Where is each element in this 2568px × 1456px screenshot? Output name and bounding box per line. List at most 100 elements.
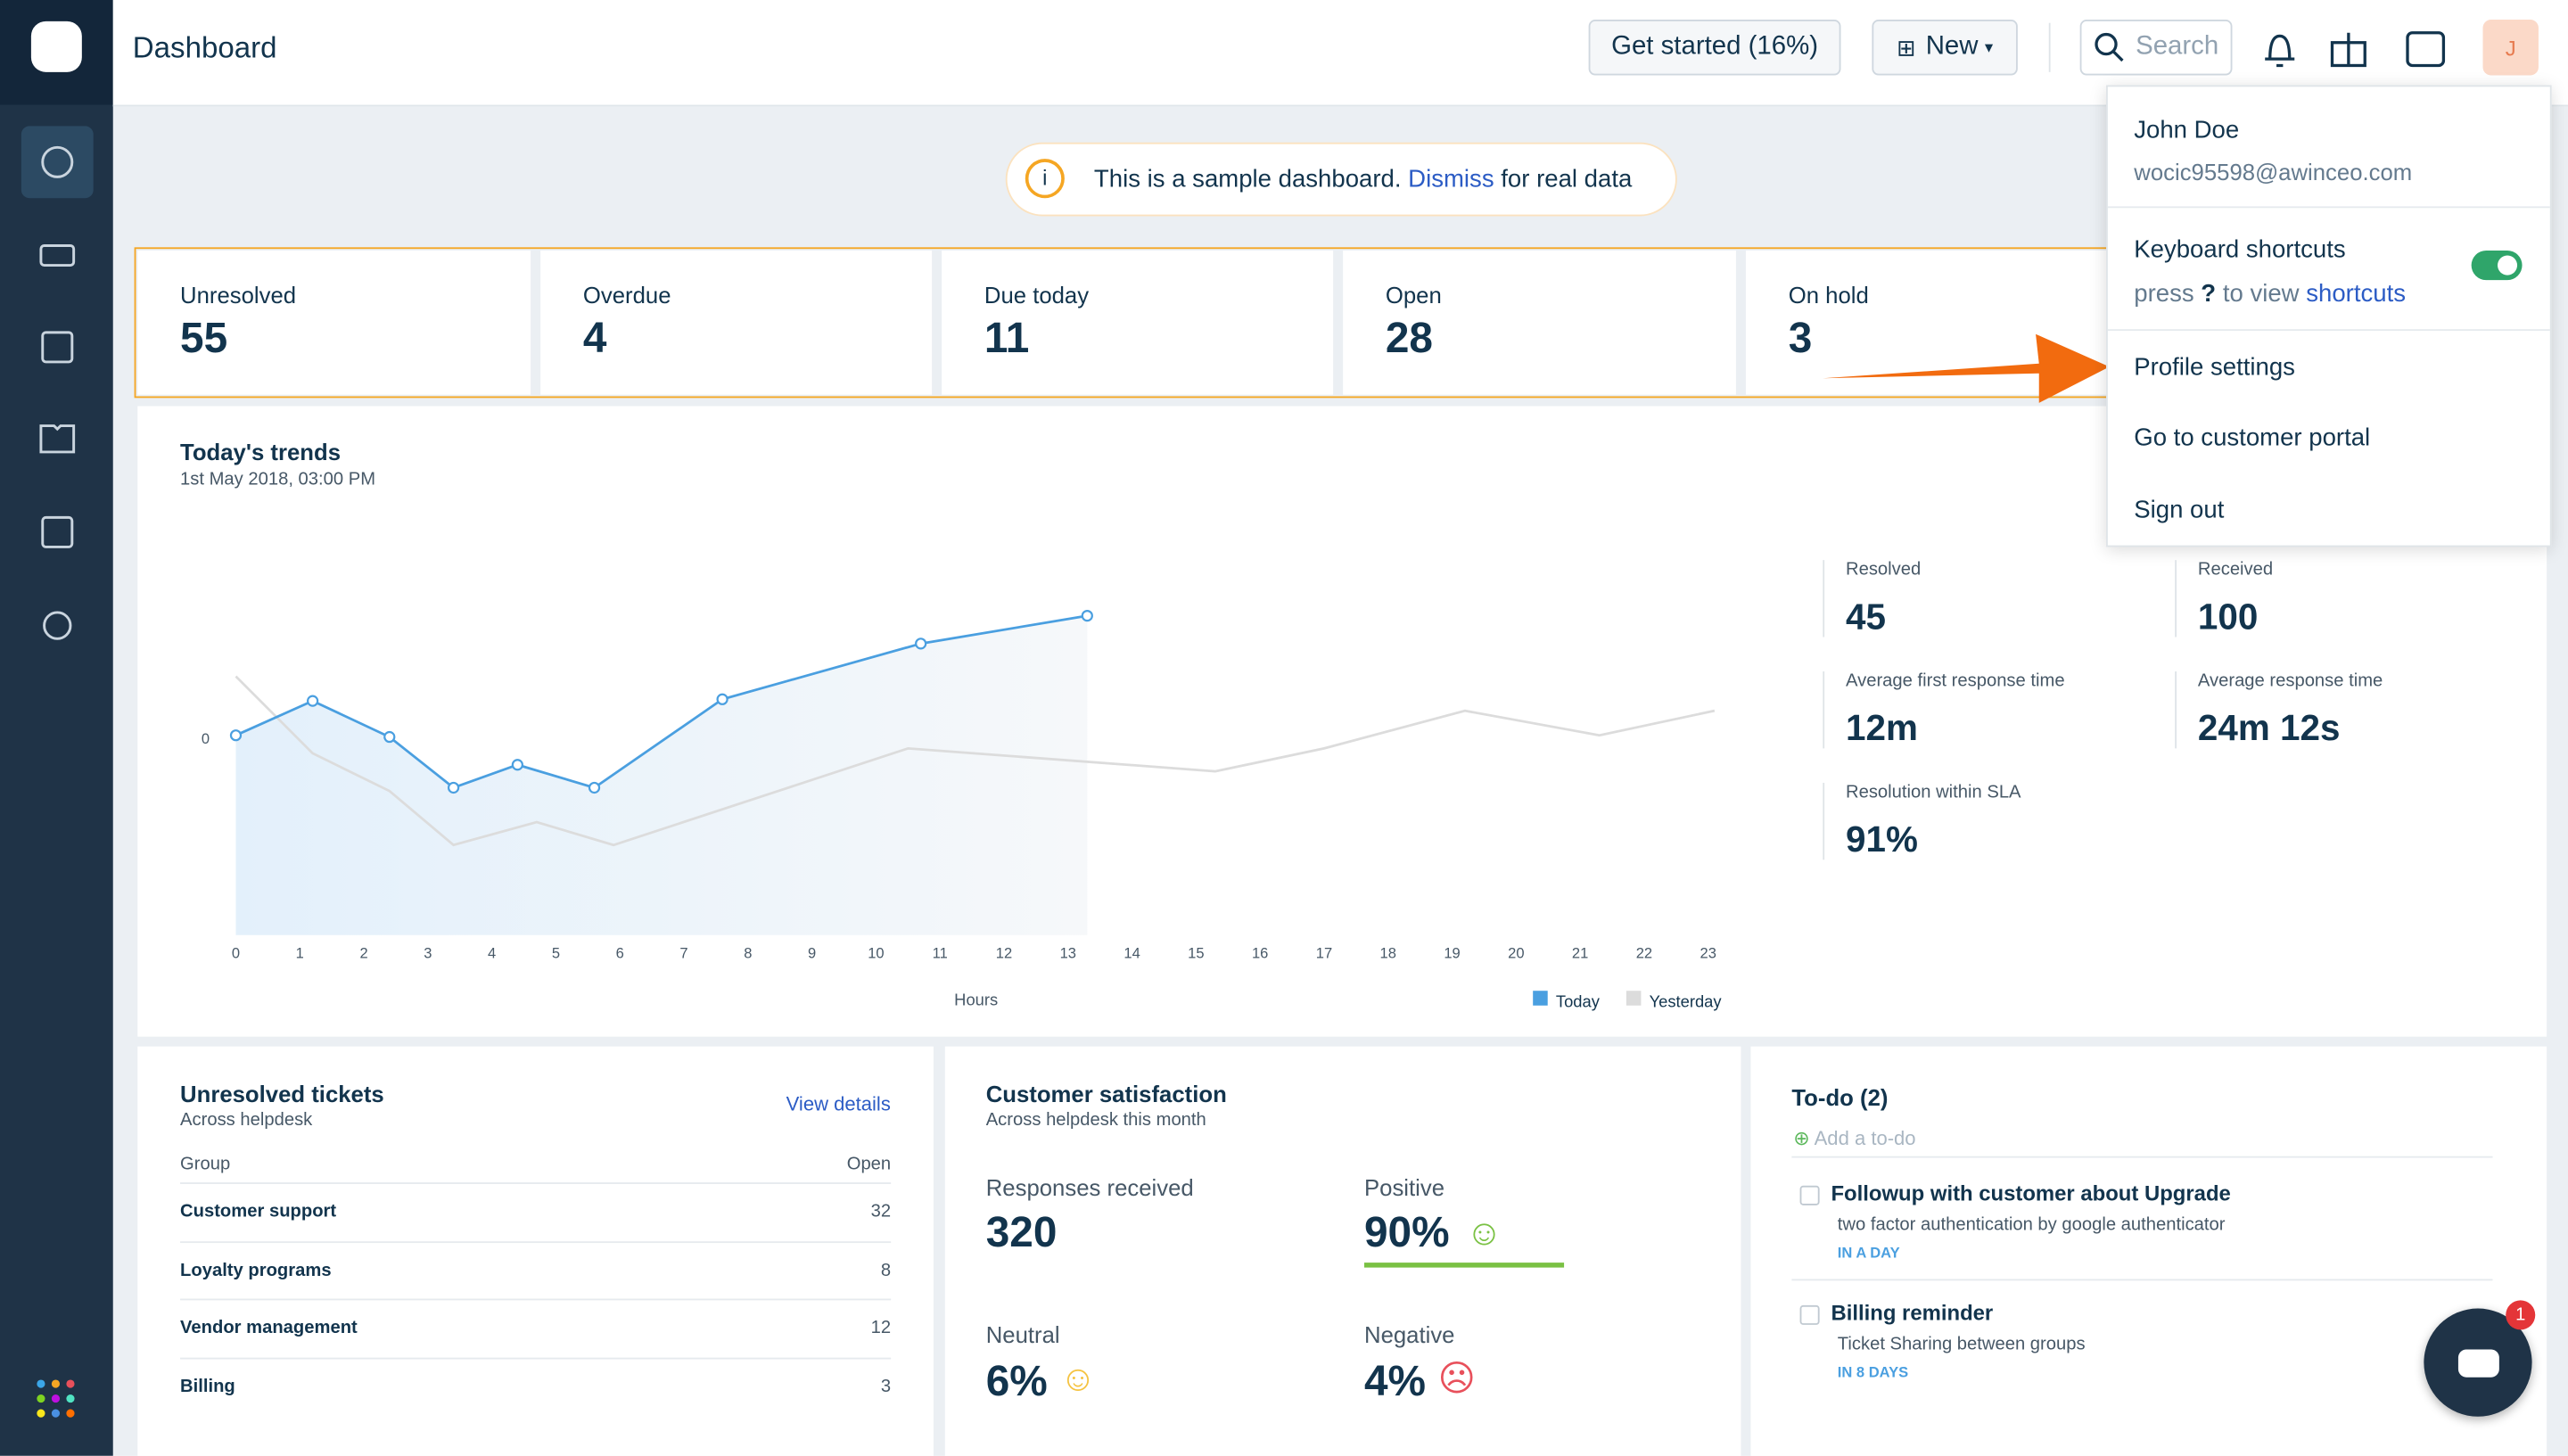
add-todo[interactable]: ⊕ Add a to-do	[1793, 1126, 1916, 1150]
row-divider	[180, 1298, 892, 1301]
metric-label: Resolved	[1845, 560, 1922, 580]
x-tick-label: 21	[1572, 944, 1588, 961]
today-point	[588, 781, 601, 794]
new-label: New	[1925, 32, 1979, 61]
x-tick-label: 23	[1700, 944, 1716, 961]
menu-item[interactable]: Profile settings	[2134, 353, 2295, 382]
row-divider	[180, 1240, 892, 1243]
today-point	[383, 730, 396, 744]
icon-solutions[interactable]	[39, 424, 76, 454]
get-started-button[interactable]: Get started (16%)	[1588, 20, 1841, 76]
row-open: 8	[880, 1260, 892, 1280]
positive-value: 90%	[1363, 1206, 1450, 1256]
calendar-icon[interactable]	[2406, 31, 2446, 68]
stat-value: 4	[582, 312, 607, 362]
shortcuts-link[interactable]: shortcuts	[2306, 280, 2407, 308]
info-icon: i	[1025, 159, 1065, 199]
metric-divider	[1823, 671, 1825, 749]
today-point	[511, 759, 523, 771]
todo-divider	[1791, 1279, 2493, 1281]
x-tick-label: 18	[1380, 944, 1396, 961]
header-icons	[2265, 31, 2446, 68]
metric-value: 91%	[1845, 818, 1918, 860]
todo-checkbox[interactable]	[1799, 1304, 1820, 1325]
responses-value: 320	[985, 1206, 1058, 1256]
row-open: 12	[870, 1318, 892, 1338]
x-tick-label: 2	[359, 944, 367, 961]
todo-divider	[1791, 1156, 2493, 1158]
stat-card[interactable]	[942, 251, 1334, 395]
todo-due: IN A DAY	[1837, 1244, 1900, 1262]
view-details-link[interactable]: View details	[786, 1092, 891, 1115]
column-group: Group	[180, 1154, 231, 1174]
shortcuts-toggle[interactable]	[2471, 251, 2523, 281]
negative-value: 4%	[1363, 1355, 1427, 1405]
banner-text: This is a sample dashboard. Dismiss for …	[1094, 166, 1632, 193]
user-email: wocic95598@awinceo.com	[2134, 159, 2413, 185]
row-divider	[180, 1356, 892, 1359]
x-tick-label: 3	[424, 944, 432, 961]
legend-swatch	[1533, 991, 1548, 1006]
new-button[interactable]: ⊞ New ▾	[1872, 20, 2018, 76]
y-tick-label: 0	[202, 730, 210, 747]
stat-card[interactable]	[137, 251, 531, 395]
icon-tickets[interactable]	[39, 244, 76, 267]
metric-value: 45	[1845, 596, 1886, 638]
stat-card[interactable]	[540, 251, 933, 395]
row-open: 32	[870, 1202, 892, 1222]
menu-divider	[2107, 329, 2550, 332]
page-title: Dashboard	[132, 30, 277, 64]
today-point	[307, 695, 319, 707]
positive-bar	[1363, 1263, 1565, 1268]
column-open: Open	[846, 1154, 892, 1174]
x-tick-label: 10	[868, 944, 884, 961]
x-tick-label: 15	[1188, 944, 1204, 961]
search-box[interactable]: Search	[2079, 20, 2233, 76]
today-area	[235, 615, 1088, 935]
x-tick-label: 11	[933, 944, 948, 961]
icon-contacts[interactable]	[41, 331, 74, 364]
apps-icon[interactable]	[36, 1379, 78, 1422]
x-tick-label: 6	[616, 944, 624, 961]
x-tick-label: 16	[1252, 944, 1268, 961]
x-tick-label: 0	[232, 944, 240, 961]
stat-label: Due today	[984, 281, 1090, 308]
stat-label: Overdue	[582, 281, 671, 308]
icon-settings[interactable]	[43, 611, 72, 640]
shortcuts-hint: press ? to view shortcuts	[2134, 280, 2406, 308]
chat-badge: 1	[2506, 1300, 2536, 1330]
avatar[interactable]: J	[2482, 20, 2539, 76]
row-open: 3	[880, 1376, 892, 1396]
dismiss-link[interactable]: Dismiss	[1408, 165, 1494, 193]
logo	[30, 21, 82, 72]
todo-checkbox[interactable]	[1799, 1185, 1820, 1205]
profile-menu: John Doe wocic95598@awinceo.com Keyboard…	[2106, 85, 2552, 547]
nav-dashboard[interactable]	[21, 126, 94, 199]
legend-label: Yesterday	[1650, 992, 1723, 1011]
chat-button[interactable]	[2424, 1308, 2532, 1417]
metric-label: Average first response time	[1845, 671, 2065, 692]
icon-dashboard[interactable]	[41, 145, 74, 178]
menu-item[interactable]: Sign out	[2134, 496, 2225, 524]
x-tick-label: 1	[296, 944, 304, 961]
hint-mid: to view	[2222, 280, 2300, 308]
trends-title: Today's trends	[180, 439, 342, 465]
divider	[2048, 22, 2051, 72]
row-group: Vendor management	[180, 1318, 358, 1338]
unresolved-subtitle: Across helpdesk	[180, 1110, 313, 1131]
x-tick-label: 8	[744, 944, 752, 961]
x-tick-label: 4	[488, 944, 496, 961]
icon-reports[interactable]	[41, 515, 74, 548]
neutral-emoji: ☺	[1059, 1357, 1097, 1399]
csat-title: Customer satisfaction	[985, 1081, 1227, 1107]
stat-value: 55	[180, 312, 228, 362]
notifications-icon[interactable]	[2265, 34, 2295, 68]
metric-divider	[2175, 671, 2177, 749]
stat-card[interactable]	[1343, 251, 1736, 395]
todo-due: IN 8 DAYS	[1837, 1363, 1909, 1381]
csat-subtitle: Across helpdesk this month	[985, 1110, 1206, 1131]
sidebar	[0, 0, 113, 1456]
row-group: Loyalty programs	[180, 1260, 332, 1280]
menu-item[interactable]: Go to customer portal	[2134, 424, 2371, 452]
